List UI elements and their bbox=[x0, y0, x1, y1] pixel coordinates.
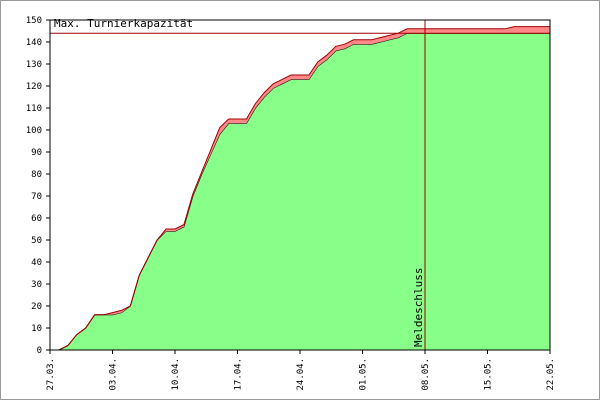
deadline-label: Meldeschluss bbox=[412, 268, 425, 347]
y-tick-label: 130 bbox=[26, 60, 42, 70]
x-tick-label: 27.03. bbox=[46, 358, 56, 391]
y-tick-label: 50 bbox=[31, 236, 42, 246]
y-tick-label: 30 bbox=[31, 280, 42, 290]
y-tick-label: 140 bbox=[26, 38, 42, 48]
x-tick-label: 22.05. bbox=[546, 358, 556, 391]
x-tick-label: 10.04. bbox=[171, 358, 181, 391]
capacity-label: Max. Turnierkapazität bbox=[54, 17, 193, 30]
y-tick-label: 10 bbox=[31, 324, 42, 334]
x-tick-label: 01.05. bbox=[359, 358, 369, 391]
area-line bbox=[50, 26, 550, 351]
y-tick-label: 0 bbox=[37, 346, 42, 356]
y-tick-label: 100 bbox=[26, 126, 42, 136]
x-tick-label: 17.04. bbox=[234, 358, 244, 391]
y-tick-label: 90 bbox=[31, 148, 42, 158]
y-tick-label: 150 bbox=[26, 16, 42, 26]
y-tick-label: 60 bbox=[31, 214, 42, 224]
x-tick-label: 08.05. bbox=[421, 358, 431, 391]
y-tick-label: 20 bbox=[31, 302, 42, 312]
y-tick-label: 110 bbox=[26, 104, 42, 114]
x-tick-label: 24.04. bbox=[296, 358, 306, 391]
y-tick-label: 120 bbox=[26, 82, 42, 92]
y-tick-label: 40 bbox=[31, 258, 42, 268]
x-tick-label: 03.04. bbox=[109, 358, 119, 391]
y-tick-label: 70 bbox=[31, 192, 42, 202]
y-tick-label: 80 bbox=[31, 170, 42, 180]
x-tick-label: 15.05. bbox=[484, 358, 494, 391]
